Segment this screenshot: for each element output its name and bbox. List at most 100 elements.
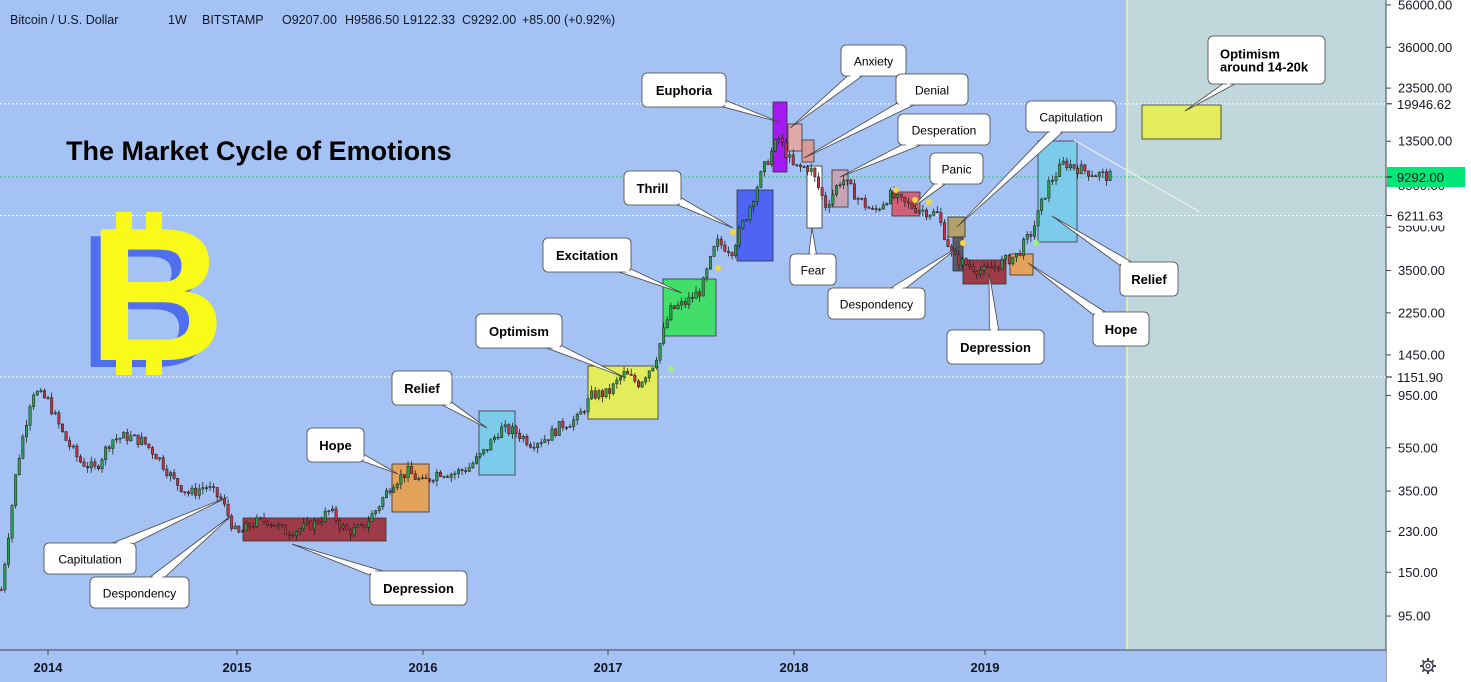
- candle-body: [615, 379, 619, 385]
- candle-body: [982, 266, 986, 271]
- candle-body: [1065, 160, 1069, 169]
- candle-body: [493, 436, 496, 441]
- candle-body: [1047, 180, 1051, 199]
- candle-body: [169, 472, 172, 477]
- callout-desperation: Desperation: [839, 113, 991, 178]
- candle-body: [75, 445, 79, 458]
- candle-body: [547, 439, 550, 441]
- candle-body: [255, 517, 259, 527]
- candle-body: [482, 449, 486, 454]
- candle-body: [262, 517, 266, 522]
- candle-body: [550, 428, 554, 441]
- candle-body: [953, 250, 957, 255]
- candle-body: [269, 524, 273, 526]
- candle-body: [1069, 164, 1072, 169]
- candle-body: [291, 534, 295, 537]
- candle-body: [154, 454, 158, 460]
- candle-body: [205, 487, 208, 489]
- candle-body: [806, 166, 810, 172]
- candle-body: [1101, 171, 1105, 174]
- callout-pointer-fill: [88, 524, 166, 563]
- callout-hope: Hope: [1027, 262, 1150, 347]
- candle-body: [838, 184, 842, 186]
- candle-body: [1000, 258, 1004, 270]
- header-low: L9122.33: [403, 13, 455, 27]
- candle-body: [899, 193, 903, 198]
- callout-label: Excitation: [556, 248, 618, 263]
- candle-body: [309, 520, 313, 530]
- callout-capitulation: Capitulation: [956, 100, 1117, 228]
- marker-dot: [715, 265, 721, 271]
- candle-body: [957, 254, 961, 266]
- candle-body: [989, 266, 993, 269]
- candle-body: [691, 296, 694, 299]
- candle-body: [46, 397, 50, 399]
- callout-pointer-fill: [808, 246, 818, 270]
- candle-body: [730, 252, 734, 256]
- candle-body: [424, 477, 428, 480]
- candle-body: [1025, 234, 1029, 240]
- candle-body: [381, 497, 385, 508]
- candle-body: [626, 371, 630, 375]
- candle-body: [669, 305, 673, 321]
- candle-body: [1054, 176, 1058, 181]
- candle-body: [97, 465, 100, 470]
- candle-body: [118, 437, 122, 440]
- time-label: 2019: [971, 660, 1000, 675]
- candle-body: [698, 291, 702, 297]
- candle-body: [406, 466, 410, 478]
- candle-body: [89, 461, 93, 469]
- gear-icon[interactable]: [1420, 658, 1436, 674]
- candle-body: [752, 201, 756, 208]
- candle-body: [824, 195, 828, 208]
- marker-dot: [912, 197, 918, 203]
- candle-body: [845, 179, 849, 182]
- candle-body: [773, 139, 777, 152]
- zone-relief-2019: [1037, 140, 1078, 243]
- candle-body: [284, 525, 288, 535]
- zone-despondency-2018: [952, 236, 964, 272]
- candle-body: [842, 180, 846, 185]
- candle-body: [187, 491, 190, 494]
- marker-dot: [1033, 240, 1039, 246]
- candle-body: [0, 589, 3, 592]
- price-tick-label: 36000.00: [1398, 40, 1452, 55]
- header-close: C9292.00: [462, 13, 516, 27]
- candle-body: [604, 388, 608, 397]
- candle-body: [723, 244, 727, 252]
- candle-body: [35, 391, 39, 396]
- candle-body: [827, 204, 831, 208]
- callout-pointer-fill: [682, 85, 737, 108]
- candle-body: [28, 406, 32, 426]
- candle-body: [471, 463, 475, 468]
- marker-dot: [730, 229, 736, 235]
- callout-label: Anxiety: [854, 55, 893, 69]
- header-change: +85.00 (+0.92%): [522, 13, 615, 27]
- candle-body: [647, 370, 651, 379]
- candle-body: [716, 238, 720, 247]
- candle-body: [485, 449, 489, 451]
- candle-body: [831, 194, 835, 205]
- time-label: 2015: [223, 660, 252, 675]
- candle-body: [1072, 164, 1076, 169]
- candle-body: [3, 564, 7, 591]
- candle-body: [165, 468, 169, 477]
- candle-body: [1007, 255, 1011, 265]
- header-interval: 1W: [168, 13, 187, 27]
- candle-body: [655, 359, 658, 369]
- zone-capitulation-2018: [947, 216, 966, 238]
- marker-dot: [893, 187, 899, 193]
- candle-body: [597, 390, 601, 399]
- candle-body: [410, 466, 414, 475]
- price-tick-label: 230.00: [1398, 524, 1438, 539]
- callout-pointer-fill: [932, 164, 960, 191]
- future-region: [1127, 0, 1386, 650]
- candle-body: [928, 214, 932, 218]
- candle-body: [1011, 256, 1015, 265]
- candle-body: [356, 525, 360, 528]
- candle-body: [140, 436, 144, 445]
- candle-body: [561, 421, 565, 428]
- callout-fear: Fear: [789, 227, 837, 286]
- candle-body: [1029, 234, 1033, 237]
